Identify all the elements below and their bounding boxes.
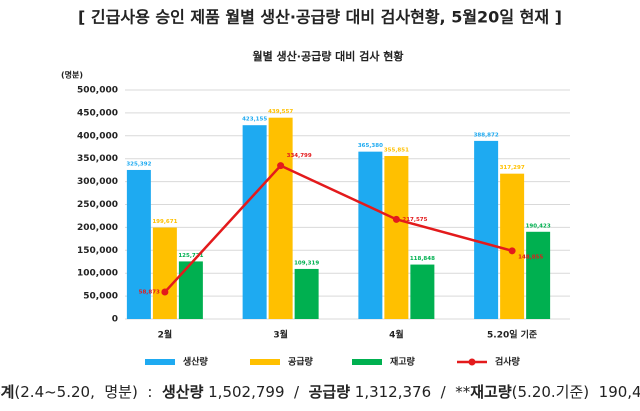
value-label: 199,671 xyxy=(152,219,177,225)
footer-part: (5.20.기준) 190,423 xyxy=(512,383,640,401)
value-label: 190,423 xyxy=(526,223,551,229)
legend-swatch xyxy=(250,359,280,365)
legend-swatch xyxy=(352,359,382,365)
y-axis-label: (명분) xyxy=(61,70,83,80)
value-label: 334,799 xyxy=(287,153,312,159)
value-label: 355,851 xyxy=(384,148,409,154)
value-label: 217,575 xyxy=(402,217,427,223)
x-tick-label: 4월 xyxy=(389,329,404,341)
bar xyxy=(358,151,383,319)
y-tick-label: 350,000 xyxy=(77,154,118,164)
y-tick-label: 500,000 xyxy=(77,86,118,96)
legend-label: 검사량 xyxy=(495,356,521,368)
line-marker xyxy=(161,288,169,296)
bar xyxy=(410,264,435,319)
value-label: 118,848 xyxy=(410,256,435,262)
footer-part: 누계 xyxy=(0,383,14,401)
chart-title: 월별 생산·공급량 대비 검사 현황 xyxy=(252,49,403,63)
bar xyxy=(526,231,551,319)
x-tick-label: 5.20일 기준 xyxy=(487,329,537,341)
value-label: 423,155 xyxy=(242,117,267,123)
y-tick-label: 200,000 xyxy=(77,223,118,233)
y-tick-label: 100,000 xyxy=(77,269,118,279)
y-tick-label: 300,000 xyxy=(77,177,118,187)
footer-part: 1,312,376 / ** xyxy=(350,383,471,401)
footer-part: 생산량 xyxy=(162,383,204,401)
footer-part: 공급량 xyxy=(309,383,351,401)
footer: *누계(2.4~5.20, 명분) : 생산량 1,502,799 / 공급량 … xyxy=(0,383,640,401)
y-tick-label: 400,000 xyxy=(77,131,118,141)
bar xyxy=(152,227,177,319)
footer-part: 재고량 xyxy=(470,383,512,401)
x-tick-label: 2월 xyxy=(158,329,173,341)
value-label: 109,319 xyxy=(294,260,319,266)
line-marker xyxy=(277,162,285,170)
footer-part: 1,502,799 / xyxy=(203,383,308,401)
line-marker xyxy=(508,247,516,255)
legend-swatch xyxy=(468,358,476,366)
line-marker xyxy=(392,215,400,223)
bar xyxy=(126,169,151,319)
bar xyxy=(474,140,499,319)
value-label: 439,557 xyxy=(268,109,293,115)
value-label: 58,873 xyxy=(139,290,160,296)
value-label: 388,872 xyxy=(474,132,499,138)
value-label: 148,855 xyxy=(518,254,543,260)
y-tick-label: 450,000 xyxy=(77,108,118,118)
value-label: 365,380 xyxy=(358,143,383,149)
footer-part: (2.4~5.20, 명분) : xyxy=(14,383,162,401)
line xyxy=(163,164,513,293)
bar xyxy=(268,117,293,319)
bar xyxy=(294,268,319,319)
y-tick-label: 0 xyxy=(112,315,118,325)
x-tick-label: 3월 xyxy=(273,329,288,341)
y-tick-label: 150,000 xyxy=(77,246,118,256)
y-tick-label: 250,000 xyxy=(77,200,118,210)
bar xyxy=(500,173,525,319)
bar xyxy=(242,125,267,319)
bar xyxy=(384,156,409,319)
legend-label: 생산량 xyxy=(183,356,209,368)
value-label: 125,721 xyxy=(178,253,203,259)
value-label: 317,297 xyxy=(500,165,525,171)
legend-label: 공급량 xyxy=(288,356,314,368)
legend-label: 재고량 xyxy=(390,356,416,368)
page-title: [ 긴급사용 승인 제품 월별 생산·공급량 대비 검사현황, 5월20일 현재… xyxy=(78,8,562,27)
value-label: 325,392 xyxy=(126,161,151,167)
y-tick-label: 50,000 xyxy=(83,292,118,302)
bar xyxy=(178,261,203,319)
legend-swatch xyxy=(145,359,175,365)
